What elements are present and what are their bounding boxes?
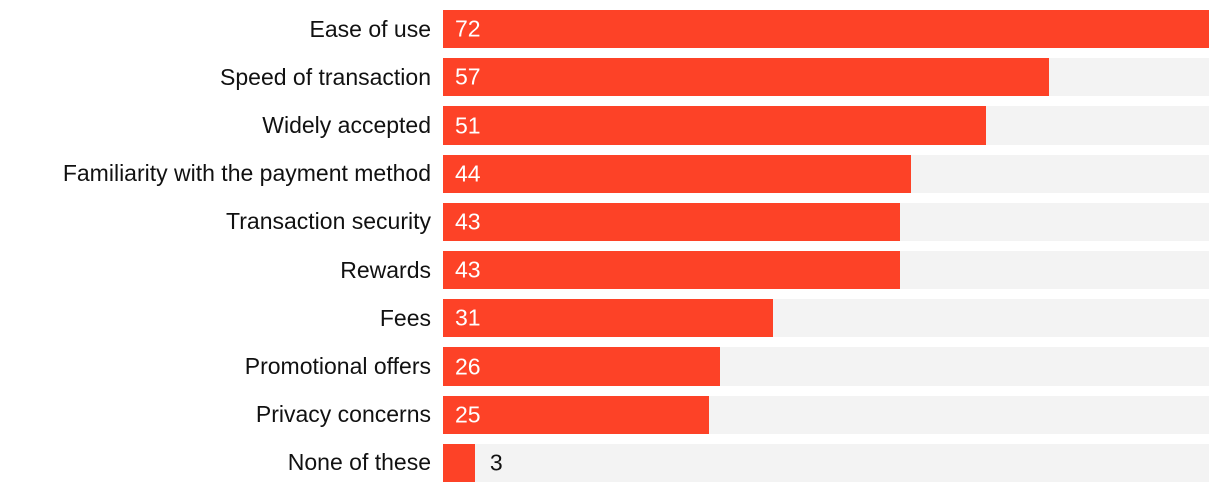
- bar-fill: [443, 347, 720, 386]
- bar-row: Familiarity with the payment method 44: [0, 154, 1209, 193]
- bar-track: 43: [443, 251, 1209, 290]
- category-label: Rewards: [340, 256, 431, 283]
- bar-row: Speed of transaction 57: [0, 58, 1209, 97]
- bar-track: 44: [443, 154, 1209, 193]
- value-label: 43: [455, 256, 481, 283]
- bar-row: Widely accepted 51: [0, 106, 1209, 145]
- category-label: Promotional offers: [244, 353, 431, 380]
- bar-track: 51: [443, 106, 1209, 145]
- bar-fill: [443, 299, 773, 338]
- bar-row: Transaction security 43: [0, 202, 1209, 242]
- value-label: 31: [455, 304, 481, 331]
- bar-fill: [443, 443, 475, 483]
- bar-row: Ease of use 72: [0, 10, 1209, 49]
- bar-track: 57: [443, 58, 1209, 97]
- category-label: Privacy concerns: [255, 401, 431, 428]
- value-label: 3: [489, 449, 503, 476]
- bar-row: None of these 3: [0, 443, 1209, 483]
- category-label: Fees: [379, 304, 431, 331]
- bar-fill: [443, 58, 1050, 97]
- bar-row: Promotional offers 26: [0, 347, 1209, 386]
- bar-track: 3: [443, 443, 1209, 483]
- bar-fill: [443, 106, 986, 145]
- bar-row: Privacy concerns 25: [0, 395, 1209, 434]
- category-label: Ease of use: [309, 15, 431, 42]
- category-label: None of these: [287, 449, 431, 476]
- value-label: 72: [455, 15, 481, 42]
- value-label: 51: [455, 112, 481, 138]
- bar-fill: [443, 202, 901, 242]
- value-label: 43: [455, 208, 481, 235]
- bar-fill: [443, 10, 1209, 49]
- bar-track: 26: [443, 347, 1209, 386]
- bar-fill: [443, 251, 901, 290]
- category-label: Familiarity with the payment method: [62, 160, 431, 187]
- bar-track: 43: [443, 202, 1209, 242]
- category-label: Speed of transaction: [220, 63, 431, 90]
- value-label: 57: [455, 63, 481, 90]
- bar-fill: [443, 154, 912, 193]
- bar-fill: [443, 395, 709, 434]
- value-label: 25: [455, 401, 481, 428]
- bar-track: 31: [443, 299, 1209, 338]
- bar-track: 72: [443, 10, 1209, 49]
- value-label: 26: [455, 353, 481, 380]
- bar-row: Fees 31: [0, 299, 1209, 338]
- bar-track: 25: [443, 395, 1209, 434]
- category-label: Transaction security: [226, 208, 431, 235]
- value-label: 44: [455, 160, 481, 187]
- category-label: Widely accepted: [262, 112, 431, 138]
- bar-row: Rewards 43: [0, 251, 1209, 290]
